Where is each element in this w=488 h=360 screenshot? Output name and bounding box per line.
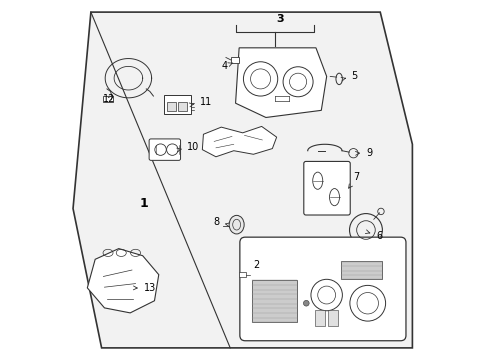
Polygon shape: [202, 126, 276, 157]
Bar: [239, 272, 245, 277]
Text: 5: 5: [340, 71, 357, 81]
Polygon shape: [235, 48, 326, 117]
Text: 3: 3: [276, 14, 284, 23]
Text: 12: 12: [103, 94, 116, 104]
FancyBboxPatch shape: [149, 139, 180, 160]
Bar: [103, 96, 113, 102]
Ellipse shape: [229, 215, 244, 234]
Bar: [166, 103, 175, 111]
Text: 6: 6: [365, 230, 381, 241]
Polygon shape: [73, 12, 411, 348]
Text: 9: 9: [355, 148, 371, 158]
FancyBboxPatch shape: [240, 237, 405, 341]
Bar: [178, 103, 187, 111]
Text: 1: 1: [139, 197, 148, 210]
Bar: [315, 310, 324, 327]
Bar: [164, 95, 190, 114]
Text: 11: 11: [189, 96, 212, 107]
Text: 13: 13: [133, 283, 156, 293]
Bar: [328, 310, 337, 327]
Text: 7: 7: [348, 172, 359, 188]
Text: 10: 10: [176, 141, 199, 152]
Text: 8: 8: [213, 217, 229, 227]
Text: 2: 2: [253, 260, 259, 270]
FancyBboxPatch shape: [303, 161, 349, 215]
Circle shape: [303, 300, 308, 306]
Text: 4: 4: [221, 61, 232, 71]
Bar: [340, 261, 381, 279]
Bar: [252, 280, 296, 322]
Polygon shape: [87, 249, 159, 313]
Bar: [230, 57, 238, 63]
